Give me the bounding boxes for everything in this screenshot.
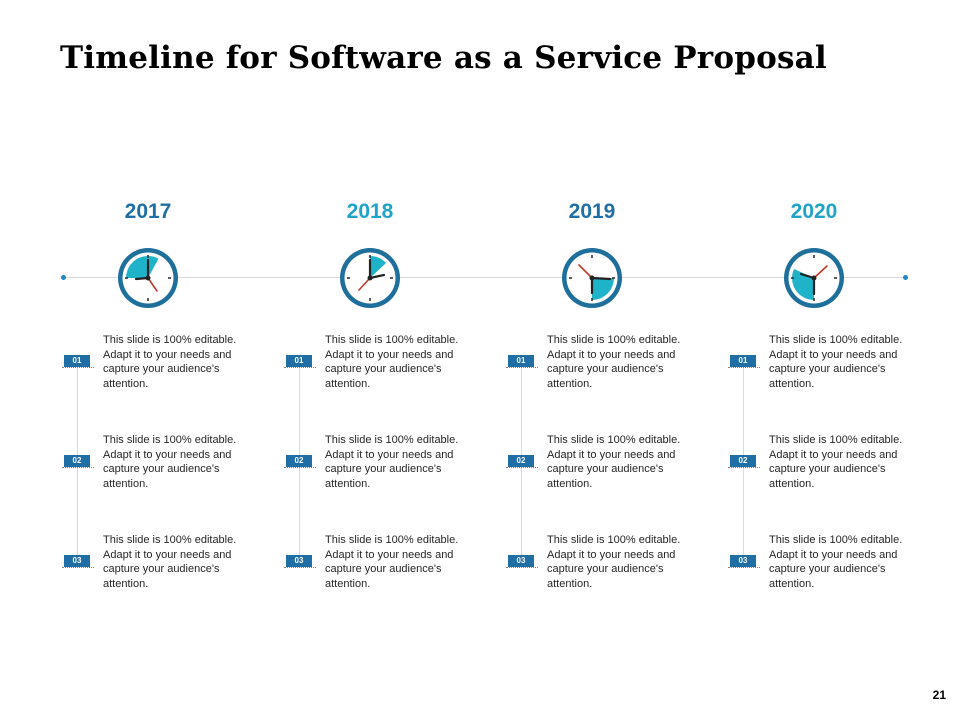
clock-icon xyxy=(118,248,178,308)
badge-underline xyxy=(284,467,316,468)
item-number-badge: 03 xyxy=(64,555,90,567)
item-text: This slide is 100% editable. Adapt it to… xyxy=(769,434,903,490)
badge-underline xyxy=(62,467,94,468)
item-number-badge: 03 xyxy=(286,555,312,567)
item-number-badge: 02 xyxy=(64,455,90,467)
item-number-badge: 03 xyxy=(508,555,534,567)
timeline-end-dot xyxy=(903,275,908,280)
timeline-line xyxy=(63,277,905,278)
item-number-badge: 01 xyxy=(286,355,312,367)
year-label: 2017 xyxy=(124,200,172,223)
item-number-badge: 02 xyxy=(730,455,756,467)
item-text: This slide is 100% editable. Adapt it to… xyxy=(547,434,681,490)
item-text: This slide is 100% editable. Adapt it to… xyxy=(103,534,237,590)
badge-underline xyxy=(728,467,760,468)
year-label: 2020 xyxy=(790,200,838,223)
item-number-badge: 01 xyxy=(730,355,756,367)
clock-icon xyxy=(562,248,622,308)
year-label: 2018 xyxy=(346,200,394,223)
badge-underline xyxy=(506,467,538,468)
badge-underline xyxy=(506,367,538,368)
item-number-badge: 01 xyxy=(508,355,534,367)
timeline-start-dot xyxy=(61,275,66,280)
item-text: This slide is 100% editable. Adapt it to… xyxy=(547,334,681,390)
item-number-badge: 02 xyxy=(508,455,534,467)
item-number-badge: 02 xyxy=(286,455,312,467)
badge-underline xyxy=(284,367,316,368)
item-text: This slide is 100% editable. Adapt it to… xyxy=(325,434,459,490)
item-text: This slide is 100% editable. Adapt it to… xyxy=(547,534,681,590)
page-number: 21 xyxy=(932,688,946,702)
badge-underline xyxy=(62,367,94,368)
clock-icon xyxy=(340,248,400,308)
item-text: This slide is 100% editable. Adapt it to… xyxy=(325,334,459,390)
badge-underline xyxy=(62,567,94,568)
item-text: This slide is 100% editable. Adapt it to… xyxy=(103,334,237,390)
item-text: This slide is 100% editable. Adapt it to… xyxy=(769,534,903,590)
page-title: Timeline for Software as a Service Propo… xyxy=(60,40,827,76)
item-text: This slide is 100% editable. Adapt it to… xyxy=(325,534,459,590)
item-text: This slide is 100% editable. Adapt it to… xyxy=(103,434,237,490)
clock-icon xyxy=(784,248,844,308)
item-text: This slide is 100% editable. Adapt it to… xyxy=(769,334,903,390)
badge-underline xyxy=(284,567,316,568)
badge-underline xyxy=(506,567,538,568)
item-number-badge: 01 xyxy=(64,355,90,367)
item-number-badge: 03 xyxy=(730,555,756,567)
badge-underline xyxy=(728,567,760,568)
badge-underline xyxy=(728,367,760,368)
year-label: 2019 xyxy=(568,200,616,223)
